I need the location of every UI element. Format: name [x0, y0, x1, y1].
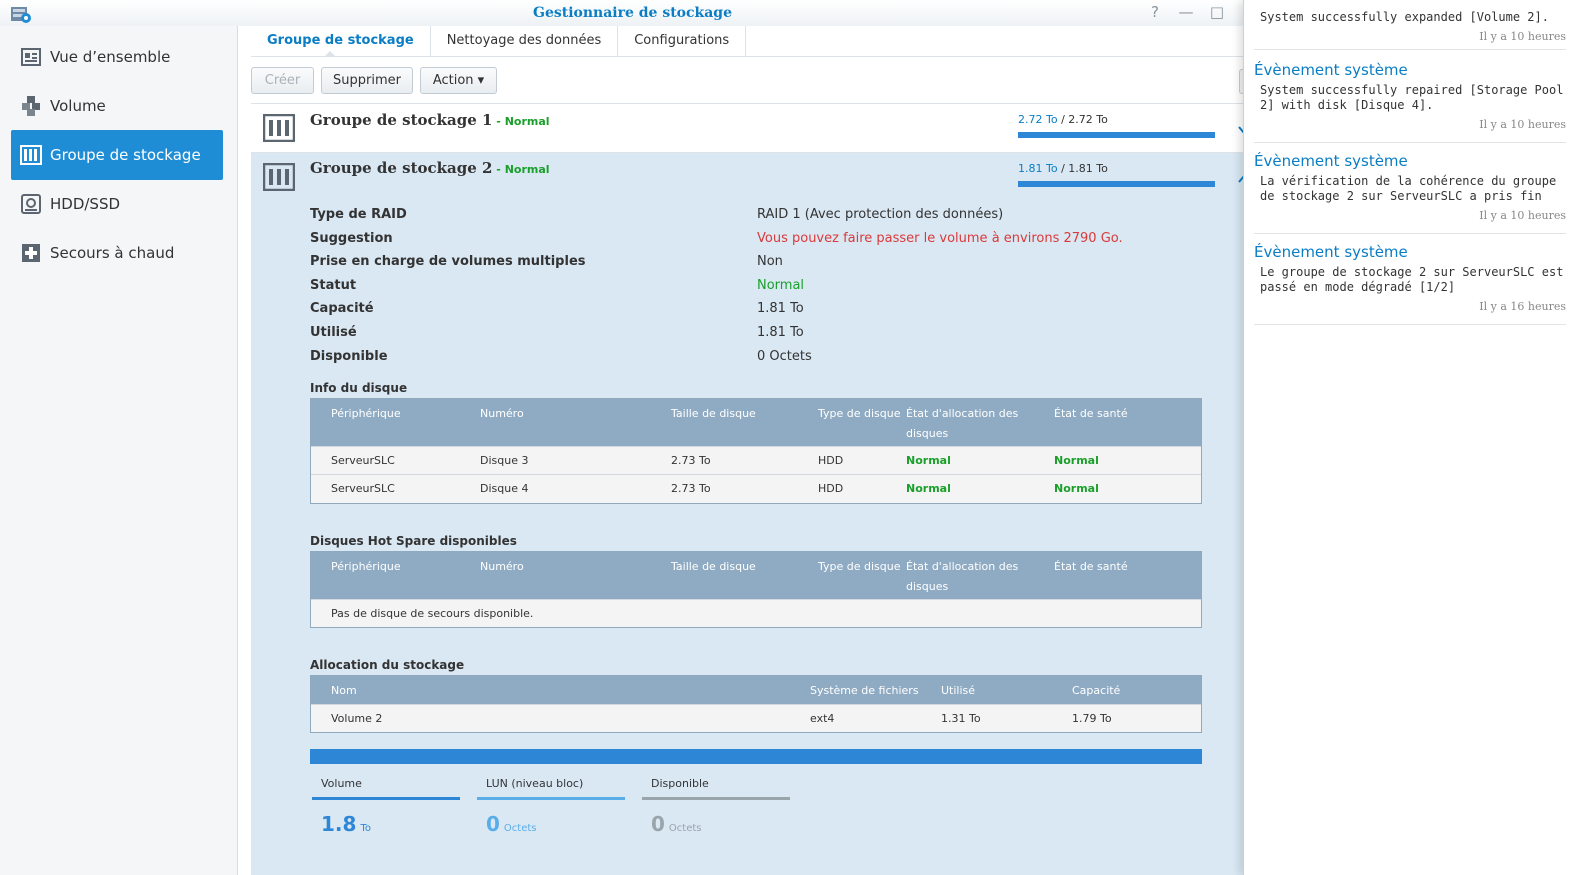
- active-tab-caret: [324, 51, 336, 57]
- sidebar-item-storage-pool[interactable]: Groupe de stockage: [11, 130, 223, 180]
- table-row[interactable]: ServeurSLC Disque 3 2.73 To HDD Normal N…: [311, 446, 1201, 474]
- detail-label: Utilisé: [310, 325, 357, 340]
- volume-cubes-icon: [20, 95, 42, 117]
- pool-status-badge: Normal: [504, 115, 550, 128]
- hot-spare-icon: [20, 242, 42, 264]
- sidebar-item-hot-spare[interactable]: Secours à chaud: [11, 228, 223, 278]
- sidebar: Vue d’ensemble Volume Groupe de stockage…: [0, 26, 238, 875]
- table-row[interactable]: Volume 2 ext4 1.31 To 1.79 To: [311, 704, 1201, 732]
- pool-title: Groupe de stockage 2 - Normal: [310, 159, 550, 177]
- allocation-usage-bar: [310, 749, 1202, 764]
- sidebar-item-label: Secours à chaud: [50, 244, 175, 262]
- legend-available: Disponible 0 Octets: [642, 777, 790, 836]
- storage-pool-1-row[interactable]: Groupe de stockage 1 - Normal 2.72 To / …: [251, 103, 1253, 153]
- notification-title: Évènement système: [1254, 243, 1408, 261]
- detail-value: 1.81 To: [757, 325, 804, 340]
- detail-label: Type de RAID: [310, 207, 407, 222]
- sidebar-item-label: Vue d’ensemble: [50, 48, 171, 66]
- table-row[interactable]: ServeurSLC Disque 4 2.73 To HDD Normal N…: [311, 474, 1201, 502]
- pool-capacity-text: 1.81 To / 1.81 To: [1018, 162, 1108, 175]
- notification-time: Il y a 10 heures: [1479, 30, 1566, 43]
- notification-item[interactable]: Évènement système System successfully re…: [1254, 61, 1566, 143]
- notification-time: Il y a 10 heures: [1479, 209, 1566, 222]
- sidebar-item-label: Groupe de stockage: [50, 146, 201, 164]
- allocation-table: Nom Système de fichiers Utilisé Capacité…: [310, 675, 1202, 733]
- tab-data-scrubbing[interactable]: Nettoyage des données: [431, 26, 619, 56]
- notification-panel: System successfully expanded [Volume 2].…: [1243, 0, 1595, 875]
- notification-time: Il y a 16 heures: [1479, 300, 1566, 313]
- detail-label: Capacité: [310, 301, 374, 316]
- create-button[interactable]: Créer: [251, 67, 314, 94]
- pool-status-badge: Normal: [504, 163, 550, 176]
- allocation-title: Allocation du stockage: [310, 658, 465, 672]
- detail-label: Prise en charge de volumes multiples: [310, 254, 586, 269]
- notification-body: System successfully expanded [Volume 2].: [1260, 10, 1549, 24]
- storage-pool-icon: [263, 114, 295, 142]
- storage-pool-2-panel: Groupe de stockage 2 - Normal 1.81 To / …: [251, 153, 1253, 875]
- sidebar-item-volume[interactable]: Volume: [11, 81, 223, 131]
- sidebar-item-overview[interactable]: Vue d’ensemble: [11, 32, 223, 82]
- storage-pool-icon: [20, 144, 42, 166]
- notification-item[interactable]: System successfully expanded [Volume 2].…: [1254, 0, 1566, 50]
- legend-volume: Volume 1.8 To: [312, 777, 460, 836]
- minimize-button[interactable]: —: [1178, 3, 1194, 21]
- maximize-button[interactable]: □: [1209, 3, 1225, 21]
- detail-value: RAID 1 (Avec protection des données): [757, 207, 1004, 222]
- notification-body: System successfully repaired [Storage Po…: [1260, 83, 1564, 112]
- storage-manager-app-icon: [11, 7, 31, 23]
- tab-storage-pool[interactable]: Groupe de stockage: [251, 26, 431, 56]
- notification-time: Il y a 10 heures: [1479, 118, 1566, 131]
- disk-info-table: Périphérique Numéro Taille de disque Typ…: [310, 398, 1202, 504]
- pool-capacity-text: 2.72 To / 2.72 To: [1018, 113, 1108, 126]
- hot-spare-title: Disques Hot Spare disponibles: [310, 534, 517, 548]
- window-title: Gestionnaire de stockage: [532, 5, 733, 21]
- sidebar-item-hdd-ssd[interactable]: HDD/SSD: [11, 179, 223, 229]
- detail-label: Suggestion: [310, 231, 393, 246]
- table-header: Périphérique Numéro Taille de disque Typ…: [311, 552, 1201, 599]
- detail-value: Non: [757, 254, 783, 269]
- status-value: Normal: [757, 278, 805, 293]
- sidebar-item-label: Volume: [50, 97, 106, 115]
- table-header: Périphérique Numéro Taille de disque Typ…: [311, 399, 1201, 446]
- pool-usage-bar: [1018, 132, 1215, 138]
- sidebar-item-label: HDD/SSD: [50, 195, 121, 213]
- empty-row: Pas de disque de secours disponible.: [311, 599, 1201, 627]
- pool-title: Groupe de stockage 1 - Normal: [310, 111, 550, 129]
- suggestion-value: Vous pouvez faire passer le volume à env…: [757, 231, 1123, 246]
- notification-body: La vérification de la cohérence du group…: [1260, 174, 1557, 203]
- table-header: Nom Système de fichiers Utilisé Capacité: [311, 676, 1201, 704]
- detail-value: 0 Octets: [757, 349, 812, 364]
- tab-bar: Groupe de stockage Nettoyage des données…: [251, 26, 1251, 57]
- disk-info-title: Info du disque: [310, 381, 408, 395]
- legend-lun: LUN (niveau bloc) 0 Octets: [477, 777, 625, 836]
- window-titlebar: Gestionnaire de stockage ? — □: [0, 0, 1265, 26]
- notification-item[interactable]: Évènement système Le groupe de stockage …: [1254, 243, 1566, 325]
- detail-value: 1.81 To: [757, 301, 804, 316]
- tab-configurations[interactable]: Configurations: [618, 26, 747, 56]
- main-content: Groupe de stockage Nettoyage des données…: [239, 26, 1265, 875]
- delete-button[interactable]: Supprimer: [321, 67, 413, 94]
- hdd-icon: [20, 193, 42, 215]
- notification-body: Le groupe de stockage 2 sur ServeurSLC e…: [1260, 265, 1564, 294]
- notification-title: Évènement système: [1254, 152, 1408, 170]
- overview-icon: [20, 46, 42, 68]
- detail-label: Disponible: [310, 349, 388, 364]
- storage-pool-icon: [263, 163, 295, 191]
- notification-item[interactable]: Évènement système La vérification de la …: [1254, 152, 1566, 234]
- detail-label: Statut: [310, 278, 357, 293]
- pool-usage-bar: [1018, 181, 1215, 187]
- action-dropdown-button[interactable]: Action ▾: [420, 67, 497, 94]
- notification-title: Évènement système: [1254, 61, 1408, 79]
- help-button[interactable]: ?: [1151, 3, 1159, 21]
- hot-spare-table: Périphérique Numéro Taille de disque Typ…: [310, 551, 1202, 628]
